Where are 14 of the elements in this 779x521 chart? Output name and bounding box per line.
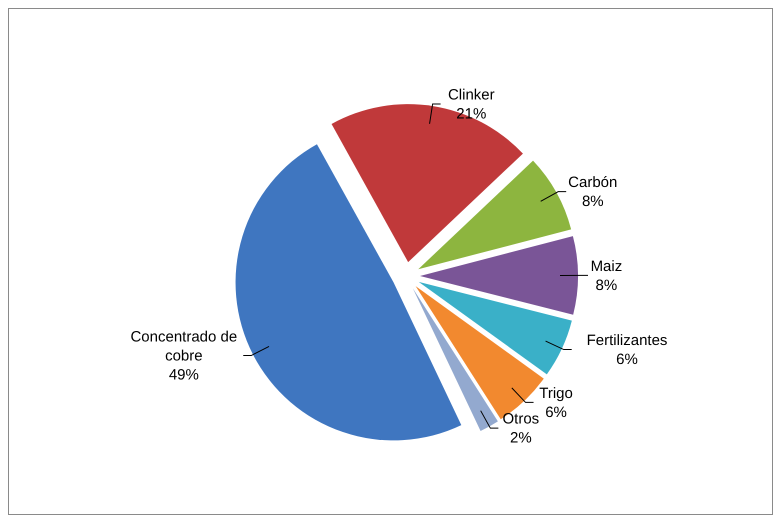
data-label: 2% xyxy=(510,430,532,447)
data-label: 49% xyxy=(168,366,199,384)
data-label: 8% xyxy=(582,193,604,210)
data-label: 8% xyxy=(596,276,618,294)
slice-label: Otros xyxy=(502,410,540,428)
slice-label: Clinker xyxy=(448,86,495,104)
slice-label: Concentrado de cobre xyxy=(130,328,238,365)
slice-label: Carbón xyxy=(568,174,618,192)
slice-label: Fertilizantes xyxy=(586,332,668,350)
slice-label: Trigo xyxy=(539,384,573,402)
data-label: 6% xyxy=(545,404,567,421)
slice-label: Maiz xyxy=(590,258,622,275)
data-label: 6% xyxy=(616,351,638,368)
data-label: 21% xyxy=(456,106,486,123)
